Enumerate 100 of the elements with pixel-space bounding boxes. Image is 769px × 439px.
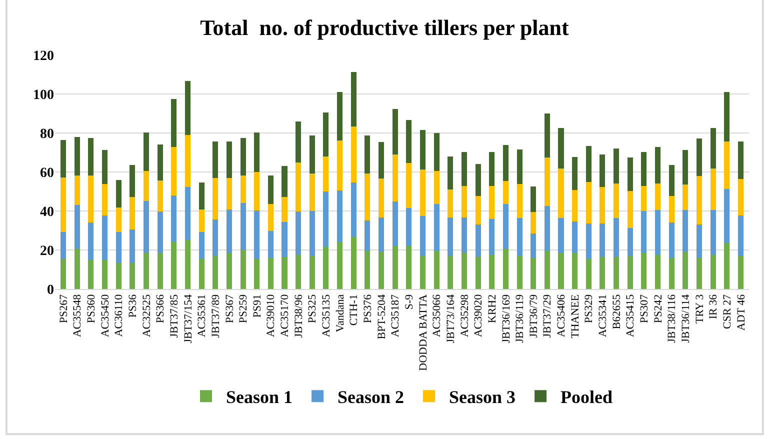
bar bbox=[448, 217, 454, 256]
bar bbox=[130, 164, 136, 197]
x-tick-label: KRH2 bbox=[486, 294, 498, 324]
bar bbox=[392, 246, 398, 289]
bar bbox=[88, 138, 94, 176]
x-tick-label: PS259 bbox=[238, 294, 250, 324]
bar bbox=[434, 133, 440, 172]
bar bbox=[544, 206, 550, 252]
bar bbox=[614, 257, 620, 289]
bar bbox=[268, 230, 274, 258]
bar bbox=[282, 256, 288, 289]
bar bbox=[448, 190, 454, 218]
bar bbox=[378, 142, 384, 179]
x-tick-label: THANEE bbox=[569, 294, 582, 338]
bar bbox=[530, 234, 536, 258]
x-tick-label: AC36110 bbox=[113, 294, 126, 337]
bar bbox=[88, 176, 94, 222]
x-tick-label: PS242 bbox=[652, 294, 664, 324]
bar bbox=[171, 99, 177, 147]
bar bbox=[406, 246, 412, 289]
x-tick-label: JBT36/114 bbox=[680, 294, 692, 343]
bar bbox=[654, 146, 661, 184]
bar bbox=[74, 248, 80, 289]
bar bbox=[489, 219, 495, 254]
bar bbox=[60, 258, 66, 289]
bar bbox=[198, 232, 204, 259]
x-tick-label: PS366 bbox=[154, 294, 167, 324]
bar bbox=[130, 230, 136, 263]
y-tick-label: 100 bbox=[33, 88, 54, 103]
legend-label: Pooled bbox=[560, 387, 613, 408]
bar bbox=[572, 252, 578, 289]
bar bbox=[102, 216, 108, 260]
x-tick-label: JBT37/89 bbox=[210, 294, 222, 338]
bar bbox=[337, 242, 343, 289]
y-tick-label: 20 bbox=[40, 244, 54, 259]
bar bbox=[668, 196, 674, 223]
x-tick-label: PS91 bbox=[251, 294, 264, 318]
x-tick-label: PS307 bbox=[638, 294, 651, 324]
bar bbox=[710, 168, 716, 210]
bar bbox=[516, 255, 522, 289]
chart-title: Total no. of productive tillers per plant bbox=[200, 15, 570, 40]
x-tick-label: AC39020 bbox=[472, 294, 485, 338]
x-tick-label: AC35361 bbox=[196, 294, 208, 338]
bar bbox=[323, 112, 329, 156]
bar bbox=[296, 162, 302, 212]
bar bbox=[627, 158, 633, 191]
x-tick-label: AC35341 bbox=[597, 294, 610, 338]
bar bbox=[406, 162, 412, 208]
bar bbox=[323, 156, 329, 192]
bar bbox=[434, 171, 440, 204]
x-tick-label: AC35406 bbox=[556, 294, 568, 338]
bar bbox=[392, 154, 398, 202]
x-tick-label: DODDA BATTA bbox=[417, 294, 430, 371]
bar bbox=[544, 251, 550, 289]
bar bbox=[710, 210, 716, 255]
bar bbox=[130, 196, 136, 230]
bar bbox=[364, 220, 370, 251]
bar bbox=[586, 224, 592, 260]
bar bbox=[116, 180, 122, 208]
bar bbox=[641, 252, 647, 289]
x-tick-label: ADT 46 bbox=[735, 294, 748, 331]
bar bbox=[516, 218, 522, 256]
bar bbox=[116, 232, 122, 263]
y-tick-label: 80 bbox=[40, 126, 54, 142]
bar bbox=[654, 210, 661, 255]
x-tick-label: CTH-1 bbox=[348, 294, 360, 326]
bar bbox=[530, 186, 536, 212]
x-tick-label: AC32525 bbox=[140, 294, 153, 338]
bar bbox=[254, 258, 260, 289]
bar bbox=[240, 203, 246, 250]
bar bbox=[88, 222, 94, 260]
bar bbox=[60, 232, 66, 259]
bar bbox=[420, 255, 426, 289]
bar bbox=[738, 141, 744, 179]
bar bbox=[392, 201, 398, 246]
bar bbox=[738, 178, 744, 216]
bar bbox=[600, 257, 606, 289]
bar bbox=[116, 262, 122, 289]
bar bbox=[502, 204, 508, 248]
bar bbox=[88, 260, 94, 289]
bar bbox=[614, 218, 620, 258]
x-tick-label: PS376 bbox=[362, 294, 374, 324]
bar bbox=[738, 215, 744, 256]
bar bbox=[184, 187, 190, 240]
bar bbox=[516, 184, 522, 218]
bar bbox=[627, 190, 633, 228]
bar bbox=[654, 183, 661, 210]
bar bbox=[641, 152, 647, 186]
bar bbox=[268, 204, 274, 231]
bar bbox=[254, 132, 260, 172]
bar bbox=[614, 183, 620, 218]
bar bbox=[102, 184, 108, 216]
bar bbox=[116, 208, 122, 232]
bar bbox=[212, 178, 218, 220]
bar bbox=[710, 128, 716, 168]
bar bbox=[296, 254, 302, 289]
bar bbox=[420, 130, 426, 170]
bar bbox=[282, 166, 288, 197]
x-tick-label: PS325 bbox=[306, 294, 319, 324]
bar bbox=[489, 254, 495, 289]
